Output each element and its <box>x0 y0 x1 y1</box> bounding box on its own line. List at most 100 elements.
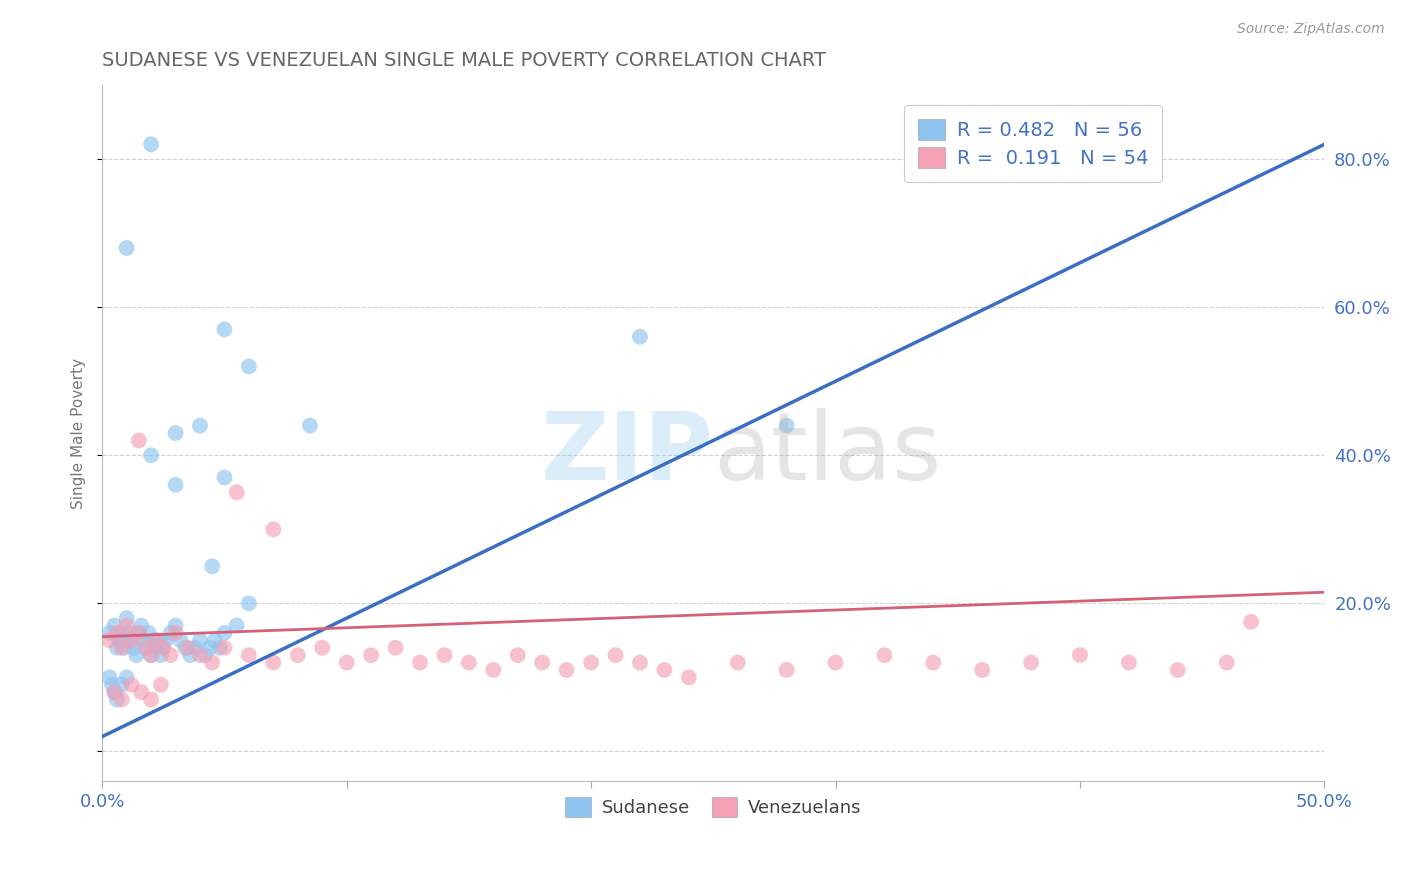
Point <box>165 425 187 440</box>
Point <box>155 633 177 648</box>
Text: SUDANESE VS VENEZUELAN SINGLE MALE POVERTY CORRELATION CHART: SUDANESE VS VENEZUELAN SINGLE MALE POVER… <box>103 51 827 70</box>
Point <box>531 656 554 670</box>
Point <box>139 448 162 462</box>
Point <box>149 678 172 692</box>
Point <box>208 640 231 655</box>
Point <box>433 648 456 662</box>
Point <box>103 685 125 699</box>
Point <box>115 241 138 255</box>
Point <box>972 663 994 677</box>
Point <box>139 648 162 662</box>
Point <box>174 640 197 655</box>
Point <box>145 640 167 655</box>
Point <box>139 648 162 662</box>
Point <box>1019 656 1042 670</box>
Point <box>360 648 382 662</box>
Point <box>775 663 797 677</box>
Point <box>115 611 138 625</box>
Point <box>1167 663 1189 677</box>
Point <box>115 618 138 632</box>
Point <box>201 656 224 670</box>
Point <box>628 330 651 344</box>
Point <box>409 656 432 670</box>
Point <box>135 640 157 655</box>
Point <box>336 656 359 670</box>
Point <box>98 633 121 648</box>
Point <box>128 626 150 640</box>
Point <box>179 648 201 662</box>
Point <box>98 626 121 640</box>
Point <box>108 633 131 648</box>
Point <box>152 640 174 655</box>
Point <box>103 618 125 632</box>
Point <box>1215 656 1237 670</box>
Point <box>165 618 187 632</box>
Point <box>1240 615 1263 629</box>
Point <box>482 663 505 677</box>
Point <box>678 670 700 684</box>
Point <box>131 685 153 699</box>
Point <box>188 633 211 648</box>
Point <box>262 656 284 670</box>
Point <box>457 656 479 670</box>
Point <box>188 418 211 433</box>
Point <box>1118 656 1140 670</box>
Point <box>225 618 247 632</box>
Point <box>775 418 797 433</box>
Point <box>111 640 134 655</box>
Point <box>238 648 260 662</box>
Point <box>121 633 143 648</box>
Point <box>194 648 217 662</box>
Point <box>149 648 172 662</box>
Point <box>188 648 211 662</box>
Point <box>384 640 406 655</box>
Point <box>204 633 226 648</box>
Point <box>922 656 945 670</box>
Point <box>824 656 846 670</box>
Point <box>98 670 121 684</box>
Point <box>111 626 134 640</box>
Point <box>139 137 162 152</box>
Point <box>152 640 174 655</box>
Point <box>101 678 124 692</box>
Point <box>105 626 128 640</box>
Text: atlas: atlas <box>713 408 942 500</box>
Point <box>654 663 676 677</box>
Point <box>103 685 125 699</box>
Point <box>122 640 145 655</box>
Point <box>111 678 134 692</box>
Point <box>214 322 236 336</box>
Point <box>121 633 143 648</box>
Point <box>118 626 141 640</box>
Point <box>506 648 529 662</box>
Point <box>201 559 224 574</box>
Point <box>121 678 143 692</box>
Point <box>128 434 150 448</box>
Point <box>159 626 181 640</box>
Point <box>125 648 148 662</box>
Point <box>311 640 333 655</box>
Point <box>555 663 578 677</box>
Legend: Sudanese, Venezuelans: Sudanese, Venezuelans <box>558 789 869 824</box>
Point <box>177 640 200 655</box>
Point <box>225 485 247 500</box>
Point <box>105 640 128 655</box>
Point <box>214 470 236 484</box>
Point <box>238 596 260 610</box>
Point <box>628 656 651 670</box>
Point <box>135 640 157 655</box>
Point <box>111 692 134 706</box>
Point <box>1069 648 1091 662</box>
Point <box>727 656 749 670</box>
Point <box>105 692 128 706</box>
Text: ZIP: ZIP <box>540 408 713 500</box>
Point <box>115 670 138 684</box>
Text: Source: ZipAtlas.com: Source: ZipAtlas.com <box>1237 22 1385 37</box>
Point <box>298 418 321 433</box>
Point <box>132 633 155 648</box>
Point <box>138 626 160 640</box>
Point <box>128 626 150 640</box>
Point <box>139 692 162 706</box>
Point <box>184 640 207 655</box>
Point <box>145 633 167 648</box>
